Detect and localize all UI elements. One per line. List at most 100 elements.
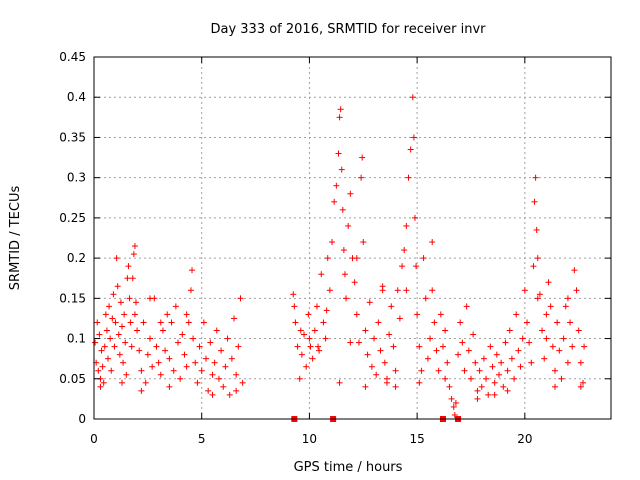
data-point-marker bbox=[560, 335, 567, 342]
data-point-marker bbox=[470, 331, 477, 338]
data-point-marker bbox=[209, 391, 216, 398]
data-point-marker bbox=[413, 263, 420, 270]
data-point-marker bbox=[573, 287, 580, 294]
data-point-marker bbox=[233, 387, 240, 394]
data-point-marker bbox=[209, 371, 216, 378]
data-point-marker bbox=[403, 287, 410, 294]
y-tick-label: 0.1 bbox=[67, 332, 86, 346]
data-point-marker bbox=[175, 339, 182, 346]
data-point-marker bbox=[331, 198, 338, 205]
data-point-marker bbox=[511, 375, 518, 382]
data-point-marker bbox=[157, 319, 164, 326]
data-point-marker bbox=[543, 311, 550, 318]
data-point-marker bbox=[388, 303, 395, 310]
data-point-marker bbox=[577, 383, 584, 390]
data-point-marker bbox=[429, 239, 436, 246]
data-point-marker bbox=[519, 335, 526, 342]
data-point-marker bbox=[101, 343, 108, 350]
data-point-marker bbox=[347, 190, 354, 197]
data-point-marker bbox=[126, 295, 133, 302]
data-point-marker bbox=[343, 295, 350, 302]
data-point-marker bbox=[322, 335, 329, 342]
data-point-marker bbox=[340, 247, 347, 254]
data-point-marker bbox=[558, 375, 565, 382]
data-point-marker bbox=[106, 303, 113, 310]
data-point-marker bbox=[392, 383, 399, 390]
data-point-marker bbox=[523, 319, 530, 326]
data-point-marker bbox=[439, 343, 446, 350]
data-point-marker bbox=[97, 383, 104, 390]
data-point-marker bbox=[392, 367, 399, 374]
data-point-marker bbox=[329, 239, 336, 246]
data-point-marker bbox=[326, 287, 333, 294]
data-point-marker bbox=[311, 327, 318, 334]
data-point-marker bbox=[431, 319, 438, 326]
data-point-marker bbox=[355, 339, 362, 346]
data-point-marker bbox=[459, 339, 466, 346]
data-point-marker bbox=[422, 295, 429, 302]
data-point-marker bbox=[396, 315, 403, 322]
y-tick-label: 0 bbox=[78, 412, 86, 426]
data-point-marker bbox=[495, 371, 502, 378]
data-point-marker bbox=[192, 359, 199, 366]
data-point-marker bbox=[333, 182, 340, 189]
data-point-marker bbox=[159, 327, 166, 334]
data-point-marker bbox=[351, 279, 358, 286]
data-point-marker bbox=[115, 331, 122, 338]
data-point-marker bbox=[313, 303, 320, 310]
data-point-marker bbox=[531, 198, 538, 205]
data-point-marker bbox=[411, 214, 418, 221]
data-point-marker bbox=[483, 375, 490, 382]
data-point-marker bbox=[394, 287, 401, 294]
data-point-marker bbox=[444, 359, 451, 366]
data-point-marker bbox=[120, 359, 127, 366]
y-tick-label: 0.15 bbox=[59, 291, 86, 305]
data-point-marker bbox=[420, 255, 427, 262]
data-point-marker bbox=[571, 267, 578, 274]
data-point-marker bbox=[478, 383, 485, 390]
data-point-marker bbox=[124, 275, 131, 282]
data-point-marker bbox=[105, 355, 112, 362]
data-point-marker bbox=[116, 351, 123, 358]
data-point-marker bbox=[409, 94, 416, 101]
data-point-marker bbox=[543, 335, 550, 342]
data-point-marker bbox=[533, 226, 540, 233]
data-point-marker bbox=[306, 335, 313, 342]
data-point-marker bbox=[493, 351, 500, 358]
chart-title: Day 333 of 2016, SRMTID for receiver inv… bbox=[210, 22, 486, 37]
data-point-marker bbox=[476, 367, 483, 374]
data-point-marker bbox=[504, 367, 511, 374]
data-point-marker bbox=[127, 319, 134, 326]
data-point-marker bbox=[108, 367, 115, 374]
y-tick-label: 0.2 bbox=[67, 251, 86, 265]
data-point-marker bbox=[491, 379, 498, 386]
data-point-marker bbox=[172, 303, 179, 310]
data-point-marker bbox=[324, 255, 331, 262]
data-point-marker bbox=[532, 174, 539, 181]
data-point-marker bbox=[211, 359, 218, 366]
data-point-marker bbox=[203, 355, 210, 362]
data-point-marker bbox=[291, 303, 298, 310]
data-point-marker bbox=[551, 383, 558, 390]
data-point-marker bbox=[457, 319, 464, 326]
data-point-marker bbox=[526, 339, 533, 346]
y-tick-label: 0.05 bbox=[59, 372, 86, 386]
data-point-marker bbox=[502, 339, 509, 346]
data-point-marker bbox=[407, 146, 414, 153]
data-points bbox=[92, 94, 588, 422]
data-point-marker bbox=[463, 303, 470, 310]
data-point-marker bbox=[157, 371, 164, 378]
data-point-marker bbox=[487, 343, 494, 350]
data-point-marker bbox=[213, 327, 220, 334]
data-point-marker bbox=[237, 295, 244, 302]
data-point-marker bbox=[513, 311, 520, 318]
data-point-marker bbox=[337, 106, 344, 113]
data-point-marker bbox=[569, 343, 576, 350]
data-point-marker bbox=[442, 375, 449, 382]
data-point-marker bbox=[315, 343, 322, 350]
data-point-marker bbox=[341, 271, 348, 278]
data-point-marker bbox=[336, 114, 343, 121]
x-tick-label: 10 bbox=[302, 432, 317, 446]
data-point-marker bbox=[155, 359, 162, 366]
data-point-marker bbox=[401, 247, 408, 254]
